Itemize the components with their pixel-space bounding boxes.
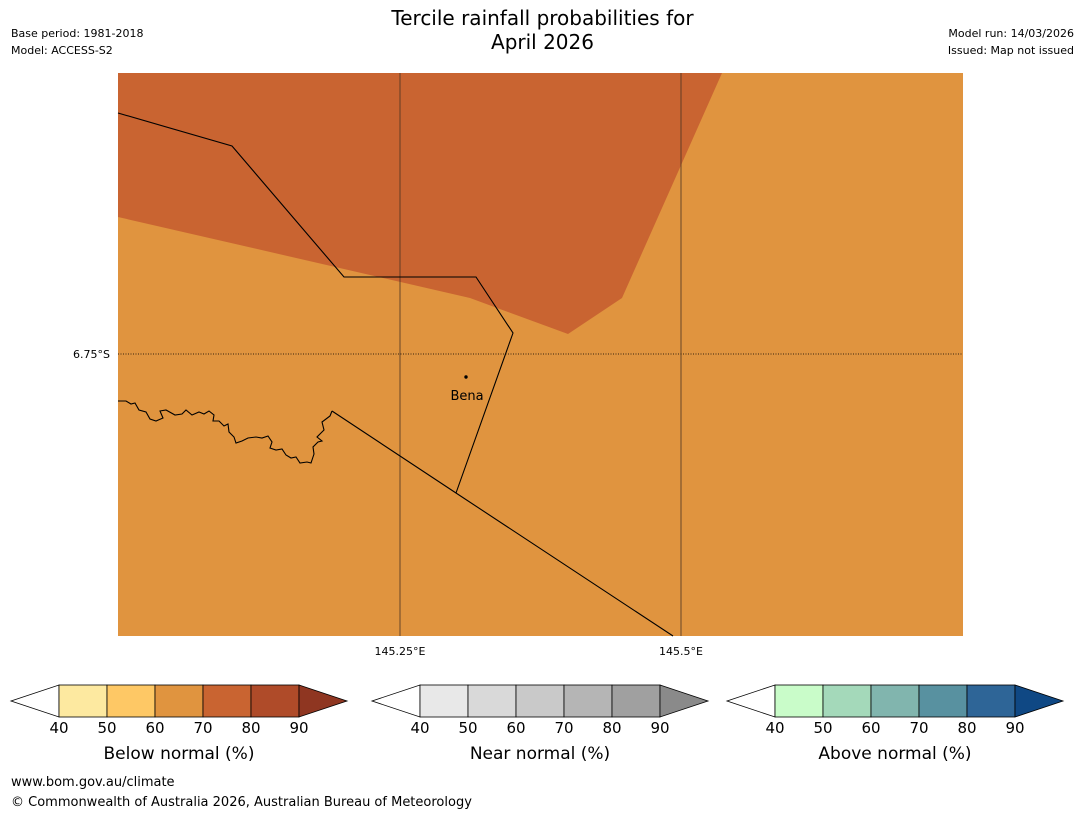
colorbar-near-80-90 xyxy=(611,684,661,718)
meta-left: Base period: 1981-2018 Model: ACCESS-S2 xyxy=(11,25,143,59)
colorbar-near xyxy=(370,684,710,718)
colorbar-near-tick: 90 xyxy=(650,719,670,737)
colorbar-near-tick: 40 xyxy=(410,719,430,737)
colorbar-above-40-50 xyxy=(774,684,824,718)
meta-right: Model run: 14/03/2026 Issued: Map not is… xyxy=(948,25,1074,59)
colorbar-below-70-80 xyxy=(202,684,252,718)
bena-label: Bena xyxy=(450,389,483,404)
probability-region-60-70 xyxy=(118,73,722,334)
colorbar-above-over xyxy=(1014,684,1065,718)
issued-status: Issued: Map not issued xyxy=(947,44,1074,57)
colorbar-above-tick: 80 xyxy=(957,719,977,737)
colorbar-below-title: Below normal (%) xyxy=(103,744,255,764)
model-run: Model run: 14/03/2026 xyxy=(948,27,1074,40)
colorbar-near-tick: 80 xyxy=(602,719,622,737)
map-title-line1: Tercile rainfall probabilities for xyxy=(391,6,694,30)
colorbar-above-70-80 xyxy=(918,684,968,718)
colorbar-below-tick: 60 xyxy=(145,719,165,737)
colorbar-above-60-70 xyxy=(870,684,920,718)
coastline xyxy=(118,400,333,464)
colorbar-near-50-60 xyxy=(467,684,517,718)
map-title: Tercile rainfall probabilities for April… xyxy=(0,6,1085,54)
longitude-label-145-25: 145.25°E xyxy=(375,645,426,658)
base-period: Base period: 1981-2018 xyxy=(11,27,144,40)
colorbar-above-tick: 40 xyxy=(765,719,785,737)
colorbar-above-tick: 90 xyxy=(1005,719,1025,737)
colorbar-above xyxy=(725,684,1065,718)
model-name: Model: ACCESS-S2 xyxy=(11,44,113,57)
colorbar-near-tick: 60 xyxy=(506,719,526,737)
colorbar-below-tick: 80 xyxy=(241,719,261,737)
colorbar-above-under xyxy=(725,684,776,718)
colorbar-below-tick: 50 xyxy=(97,719,117,737)
map-title-line2: April 2026 xyxy=(491,30,594,54)
colorbar-near-tick: 50 xyxy=(458,719,478,737)
latitude-label: 6.75°S xyxy=(73,348,110,361)
colorbar-below-under xyxy=(9,684,60,718)
colorbar-above-80-90 xyxy=(966,684,1016,718)
colorbar-near-40-50 xyxy=(419,684,469,718)
colorbar-above-tick: 70 xyxy=(909,719,929,737)
colorbar-above-50-60 xyxy=(822,684,872,718)
bena-marker xyxy=(464,375,468,379)
colorbar-near-tick: 70 xyxy=(554,719,574,737)
longitude-label-145-5: 145.5°E xyxy=(659,645,703,658)
colorbar-below xyxy=(9,684,349,718)
colorbar-above-tick: 50 xyxy=(813,719,833,737)
colorbar-below-over xyxy=(298,684,349,718)
colorbar-below-40-50 xyxy=(58,684,108,718)
colorbar-below-tick: 40 xyxy=(49,719,69,737)
province-border-north xyxy=(117,112,514,494)
colorbar-near-70-80 xyxy=(563,684,613,718)
colorbar-near-under xyxy=(370,684,421,718)
colorbar-below-tick: 70 xyxy=(193,719,213,737)
colorbar-below-80-90 xyxy=(250,684,300,718)
colorbar-below-50-60 xyxy=(106,684,156,718)
colorbar-below-tick: 90 xyxy=(289,719,309,737)
footer-copyright: © Commonwealth of Australia 2026, Austra… xyxy=(11,795,472,810)
colorbar-near-over xyxy=(659,684,710,718)
colorbar-above-title: Above normal (%) xyxy=(818,744,972,764)
colorbar-near-title: Near normal (%) xyxy=(469,744,611,764)
colorbar-below-60-70 xyxy=(154,684,204,718)
colorbar-near-60-70 xyxy=(515,684,565,718)
colorbar-above-tick: 60 xyxy=(861,719,881,737)
province-border-south xyxy=(331,410,674,637)
footer-url[interactable]: www.bom.gov.au/climate xyxy=(11,775,175,790)
